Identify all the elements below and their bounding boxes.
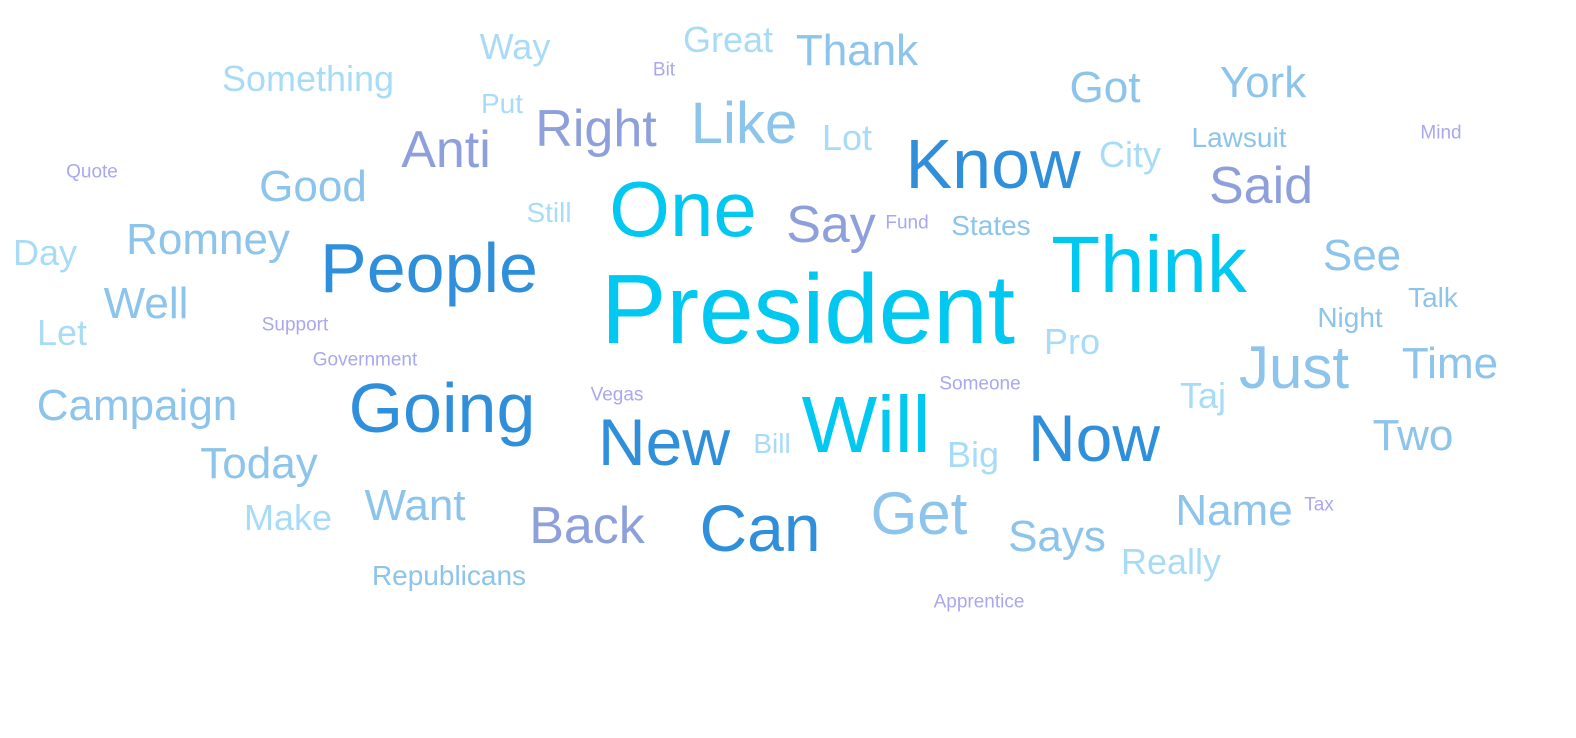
word-says[interactable]: Says [1008, 512, 1106, 561]
word-good[interactable]: Good [259, 162, 367, 211]
word-big[interactable]: Big [946, 434, 1000, 475]
word-thank[interactable]: Thank [795, 26, 919, 75]
word-got[interactable]: Got [1069, 63, 1141, 112]
word-president[interactable]: President [600, 254, 1016, 364]
word-can[interactable]: Can [699, 491, 821, 565]
word-romney[interactable]: Romney [126, 215, 290, 264]
word-something[interactable]: Something [221, 58, 395, 99]
word-think[interactable]: Think [1051, 220, 1247, 309]
word-anti[interactable]: Anti [401, 121, 491, 179]
word-government[interactable]: Government [312, 349, 418, 371]
word-great[interactable]: Great [682, 19, 774, 60]
word-like[interactable]: Like [690, 91, 798, 156]
word-get[interactable]: Get [870, 480, 968, 547]
word-day[interactable]: Day [12, 232, 78, 273]
word-states[interactable]: States [951, 210, 1031, 241]
word-bit[interactable]: Bit [652, 59, 676, 81]
word-just[interactable]: Just [1238, 334, 1350, 401]
word-lot[interactable]: Lot [821, 117, 873, 158]
word-someone[interactable]: Someone [939, 373, 1021, 395]
word-said[interactable]: Said [1208, 157, 1314, 215]
word-mind[interactable]: Mind [1420, 122, 1462, 144]
word-talk[interactable]: Talk [1408, 282, 1458, 313]
word-night[interactable]: Night [1317, 302, 1383, 333]
word-name[interactable]: Name [1175, 486, 1293, 535]
word-fund[interactable]: Fund [885, 212, 929, 234]
word-time[interactable]: Time [1401, 339, 1499, 388]
word-new[interactable]: New [597, 405, 731, 479]
word-will[interactable]: Will [801, 380, 931, 469]
word-let[interactable]: Let [36, 312, 88, 353]
word-support[interactable]: Support [261, 314, 329, 336]
word-say[interactable]: Say [786, 196, 876, 254]
word-going[interactable]: Going [348, 369, 536, 447]
word-way[interactable]: Way [479, 26, 551, 67]
word-right[interactable]: Right [535, 100, 657, 158]
word-campaign[interactable]: Campaign [36, 381, 238, 430]
word-well[interactable]: Well [103, 279, 189, 328]
word-york[interactable]: York [1219, 58, 1307, 107]
word-back[interactable]: Back [529, 497, 645, 555]
word-people[interactable]: People [320, 229, 538, 307]
word-make[interactable]: Make [243, 497, 333, 538]
word-put[interactable]: Put [480, 88, 524, 119]
word-today[interactable]: Today [200, 439, 318, 488]
word-now[interactable]: Now [1027, 401, 1161, 475]
word-know[interactable]: Know [905, 125, 1081, 203]
word-one[interactable]: One [609, 165, 757, 253]
word-quote[interactable]: Quote [66, 161, 118, 183]
word-taj[interactable]: Taj [1179, 375, 1227, 416]
word-want[interactable]: Want [364, 481, 466, 530]
word-bill[interactable]: Bill [753, 428, 791, 459]
word-tax[interactable]: Tax [1304, 494, 1334, 516]
word-city[interactable]: City [1099, 134, 1161, 175]
word-two[interactable]: Two [1372, 411, 1454, 460]
word-lawsuit[interactable]: Lawsuit [1191, 122, 1287, 153]
word-see[interactable]: See [1322, 231, 1402, 280]
word-pro[interactable]: Pro [1043, 321, 1101, 362]
word-apprentice[interactable]: Apprentice [933, 591, 1025, 613]
word-vegas[interactable]: Vegas [590, 384, 644, 406]
word-republicans[interactable]: Republicans [371, 560, 527, 591]
word-still[interactable]: Still [526, 197, 572, 228]
word-really[interactable]: Really [1120, 541, 1222, 582]
